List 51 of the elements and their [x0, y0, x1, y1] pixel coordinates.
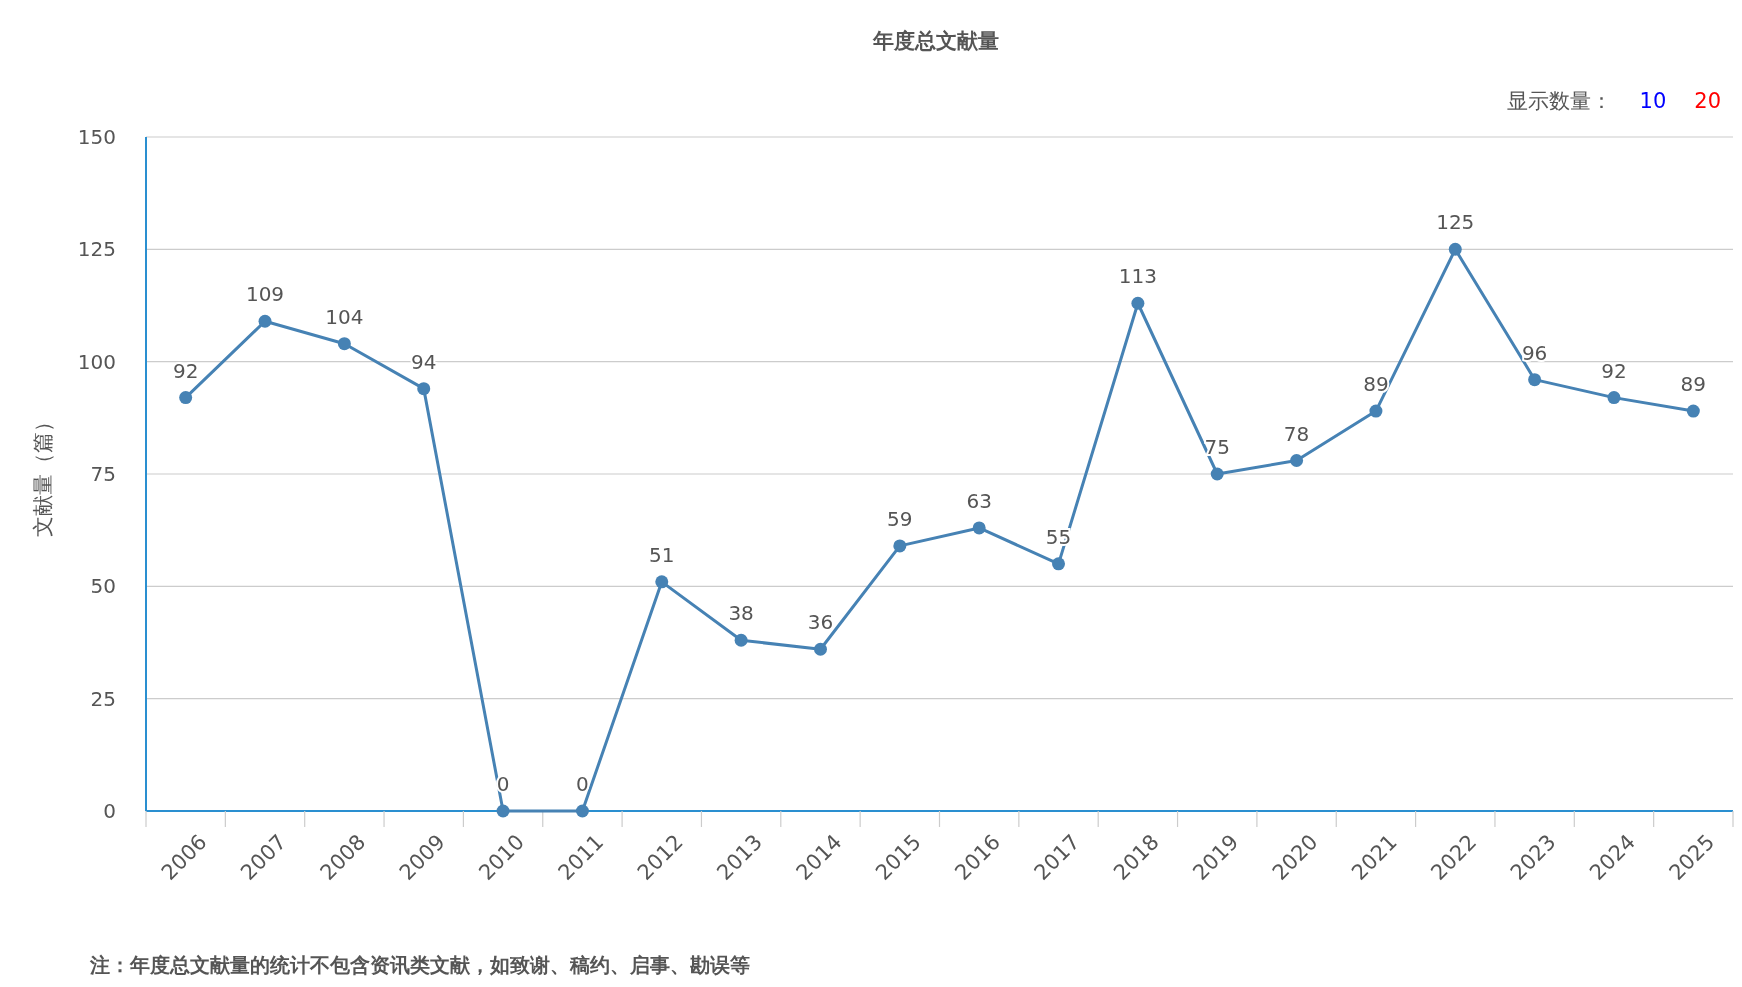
data-label: 63	[966, 488, 992, 513]
y-axis-title: 文献量（篇）	[31, 411, 55, 537]
point	[337, 337, 351, 351]
point	[1131, 296, 1145, 310]
data-label: 92	[172, 358, 199, 383]
y-tick-label: 0	[103, 799, 116, 823]
data-label: 59	[887, 506, 913, 531]
data-label: 38	[728, 601, 754, 626]
point	[1290, 454, 1304, 468]
point	[1448, 242, 1462, 256]
data-label: 78	[1283, 421, 1310, 446]
point	[417, 382, 431, 396]
point	[893, 539, 907, 553]
text: 注：年度总文献量的统计不包含资讯类文献，如致谢、稿约、启事、勘误等	[89, 953, 750, 977]
point	[655, 575, 669, 589]
data-label: 125	[1436, 210, 1475, 235]
data-label: 75	[1204, 435, 1230, 459]
point	[1607, 391, 1621, 405]
point	[179, 391, 193, 405]
data-label: 89	[1680, 372, 1707, 397]
data-label: 109	[245, 282, 285, 307]
point	[496, 804, 510, 818]
point	[1210, 467, 1224, 481]
point	[258, 314, 272, 328]
text: 显示数量：	[1506, 89, 1612, 113]
point	[972, 521, 986, 535]
point	[813, 642, 827, 656]
y-tick-label: 150	[77, 125, 116, 149]
data-label: 51	[649, 542, 675, 567]
y-tick-label: 25	[90, 686, 116, 711]
data-label: 96	[1521, 340, 1548, 365]
text: 20	[1694, 89, 1721, 113]
y-tick-label: 125	[77, 237, 116, 262]
data-label: 104	[325, 304, 364, 329]
text: 10	[1639, 89, 1667, 113]
y-tick-label: 100	[77, 349, 116, 374]
data-label: 89	[1363, 372, 1389, 397]
point	[1528, 373, 1542, 387]
data-label: 94	[411, 349, 437, 374]
point	[1052, 557, 1066, 571]
data-label: 36	[807, 610, 834, 635]
y-tick-label: 75	[90, 462, 116, 486]
point	[575, 804, 589, 818]
data-label: 0	[576, 772, 589, 796]
data-label: 113	[1118, 264, 1157, 289]
y-tick-label: 50	[90, 574, 116, 599]
data-label: 92	[1601, 358, 1627, 383]
point	[734, 633, 748, 647]
point	[1369, 404, 1383, 418]
chart-title: 年度总文献量	[871, 29, 999, 53]
point	[1686, 404, 1700, 418]
